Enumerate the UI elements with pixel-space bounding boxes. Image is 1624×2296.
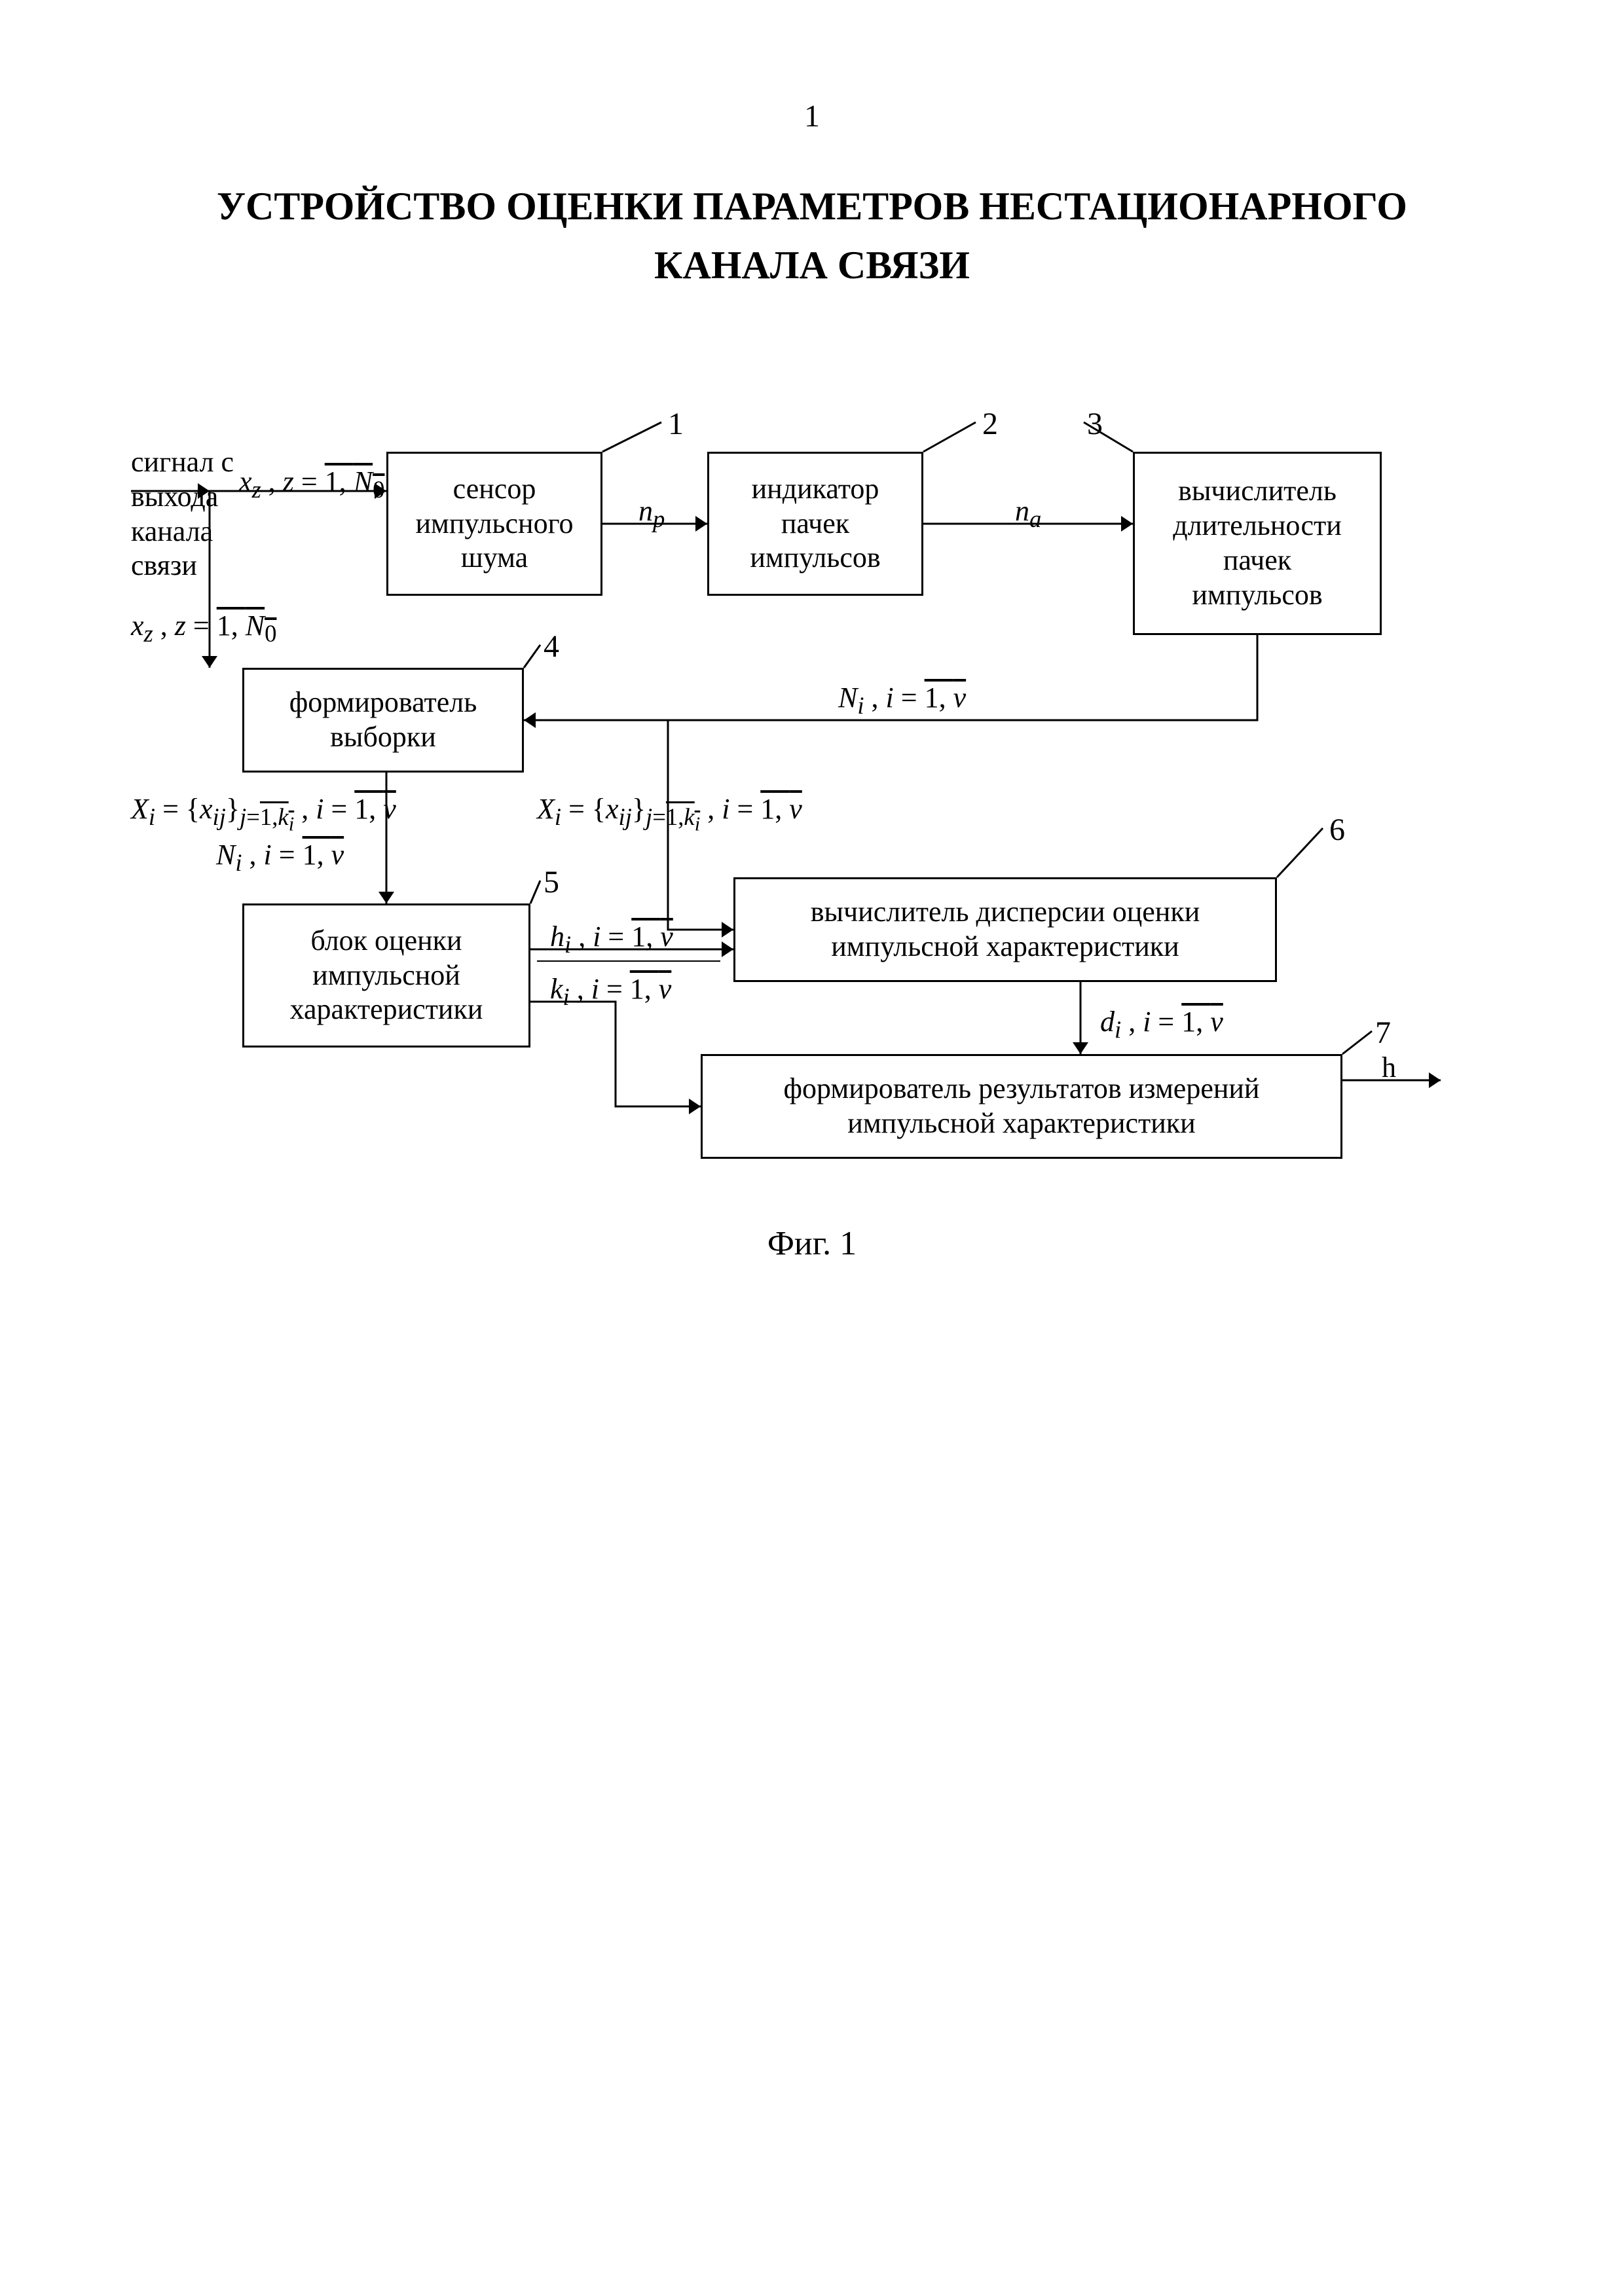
edge-label: Xi = {xij}j=1,ki , i = 1, ν	[537, 792, 802, 836]
edge-label: na	[1015, 494, 1041, 534]
page-number: 1	[0, 98, 1624, 134]
block-b3: вычислительдлительностипачекимпульсов	[1133, 452, 1382, 635]
edge-label: np	[638, 494, 665, 534]
input-signal-label: сигнал свыходаканаласвязи	[131, 445, 236, 583]
title-line-1: УСТРОЙСТВО ОЦЕНКИ ПАРАМЕТРОВ НЕСТАЦИОНАР…	[217, 185, 1407, 228]
block-number: 7	[1375, 1015, 1391, 1051]
page-title: УСТРОЙСТВО ОЦЕНКИ ПАРАМЕТРОВ НЕСТАЦИОНАР…	[0, 177, 1624, 295]
block-b7: формирователь результатов измеренийимпул…	[701, 1054, 1342, 1159]
block-number: 6	[1329, 812, 1345, 848]
block-number: 5	[544, 864, 559, 900]
edge-label: ki , i = 1, ν	[550, 972, 671, 1011]
block-b5: блок оценкиимпульснойхарактеристики	[242, 903, 530, 1048]
block-number: 4	[544, 629, 559, 665]
block-number: 3	[1087, 406, 1103, 442]
figure-caption: Фиг. 1	[0, 1224, 1624, 1263]
block-b2: индикаторпачекимпульсов	[707, 452, 923, 596]
math-label: Xi = {xij}j=1,ki , i = 1, ν	[131, 792, 396, 836]
math-label: Ni , i = 1, ν	[216, 838, 344, 877]
block-b4: формировательвыборки	[242, 668, 524, 773]
flowchart-diagram: xz , z = 1, N0npnaNi , i = 1, νXi = {xij…	[131, 360, 1493, 1211]
edge-label: Ni , i = 1, ν	[838, 681, 966, 720]
block-b6: вычислитель дисперсии оценкиимпульсной х…	[733, 877, 1277, 982]
block-number: 1	[668, 406, 684, 442]
title-line-2: КАНАЛА СВЯЗИ	[654, 244, 970, 287]
input-signal-math: xz , z = 1, N0	[131, 609, 276, 648]
block-number: 2	[982, 406, 998, 442]
edge-label: xz , z = 1, N0	[239, 465, 384, 504]
edge-label: hi , i = 1, ν	[550, 920, 673, 959]
edge-label: di , i = 1, ν	[1100, 1005, 1223, 1044]
edge-label: h	[1382, 1051, 1396, 1085]
block-b1: сенсоримпульсногошума	[386, 452, 602, 596]
